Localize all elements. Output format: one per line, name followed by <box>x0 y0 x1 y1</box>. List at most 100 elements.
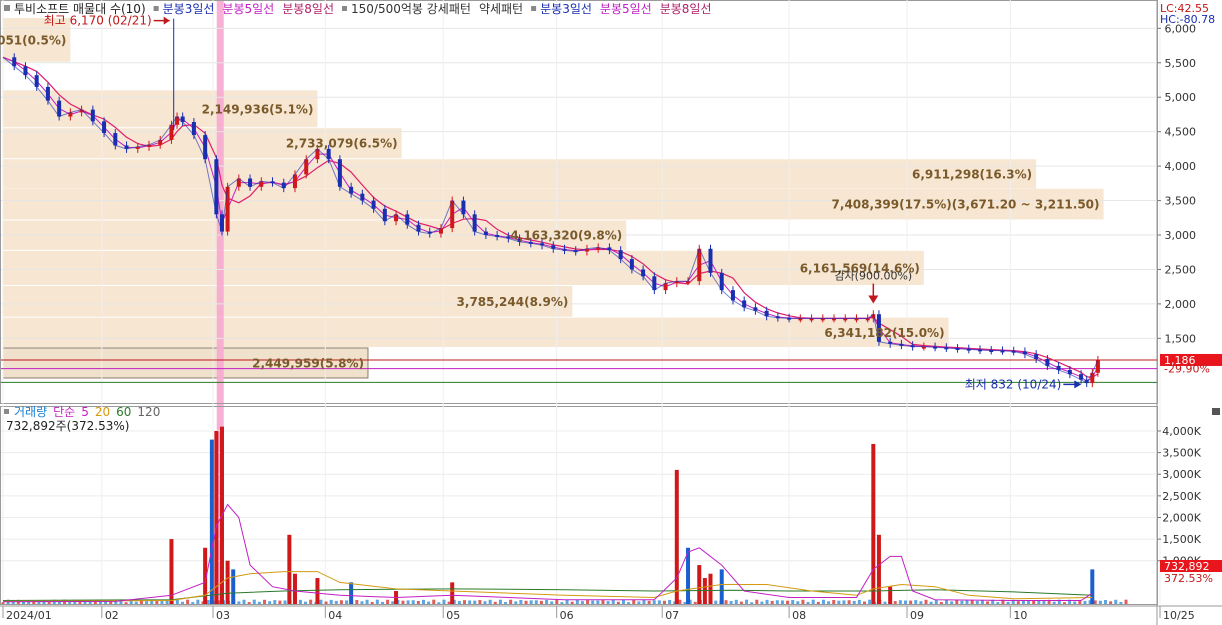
volume-bar <box>852 600 856 604</box>
volume-bar <box>765 599 769 604</box>
legend-entry: 약세패턴 <box>479 1 523 16</box>
legend-marker <box>531 6 537 11</box>
volume-bar <box>175 599 179 604</box>
volume-bar <box>47 601 51 604</box>
volume-bar <box>919 601 923 604</box>
price-candle <box>45 86 50 101</box>
volume-bar <box>355 600 359 604</box>
volume-legend-entry: 20 <box>95 405 110 419</box>
price-candle <box>175 116 180 125</box>
price-candle <box>584 248 589 252</box>
volume-bar <box>1073 601 1077 604</box>
volume-bar <box>78 601 82 604</box>
price-candle <box>1022 351 1027 355</box>
x-axis-label: 10 <box>1013 609 1027 622</box>
volume-bar <box>252 599 256 604</box>
volume-bar <box>57 601 61 604</box>
volume-bar <box>155 600 159 604</box>
volume-bar <box>1062 602 1066 604</box>
highlight-layer <box>216 0 224 604</box>
price-candle <box>708 248 713 273</box>
volume-bar <box>309 599 313 604</box>
price-candle <box>360 193 365 201</box>
price-candle <box>248 178 253 187</box>
volume-bar <box>827 601 831 604</box>
volume-bar <box>129 599 133 604</box>
price-candle <box>618 250 623 260</box>
volume-profile-band <box>2 347 369 379</box>
volume-profile-band <box>3 250 924 285</box>
price-candle <box>820 318 825 321</box>
volume-bar <box>821 599 825 604</box>
price-candle <box>832 318 837 321</box>
x-axis-label: 06 <box>560 609 574 622</box>
price-axis-label: 3,500 <box>1165 195 1197 208</box>
volume-bar <box>929 601 933 604</box>
volume-bar <box>965 600 969 604</box>
volume-bar <box>493 601 497 604</box>
price-candle <box>236 178 241 187</box>
volume-profile-label: 3,785,244(8.9%) <box>457 295 569 309</box>
price-candle <box>394 214 399 222</box>
price-candle <box>876 314 881 342</box>
volume-bar <box>324 601 328 604</box>
volume-bar <box>893 601 897 604</box>
legend-marker <box>153 6 159 11</box>
volume-bar <box>411 600 415 604</box>
volume-bar <box>334 600 338 604</box>
volume-bar <box>686 547 691 604</box>
volume-profile-band <box>3 285 573 317</box>
price-candle <box>607 247 612 251</box>
price-candle <box>1067 370 1072 375</box>
x-axis-label: 02 <box>105 609 119 622</box>
price-candle <box>113 133 118 146</box>
volume-bar <box>724 600 728 604</box>
title-marker <box>4 5 10 11</box>
volume-ma5-line <box>2 503 1093 603</box>
price-candle <box>292 174 297 189</box>
price-candle <box>427 231 432 234</box>
high-annotation: 최고 6,170 (02/21) <box>44 14 152 28</box>
volume-bar <box>304 601 308 604</box>
volume-profile-band <box>3 159 1037 189</box>
current-price-tag <box>1160 353 1222 366</box>
price-candle <box>461 200 466 215</box>
volume-bar <box>652 600 656 604</box>
price-candle <box>1034 354 1039 359</box>
volume-right-label: 372.53% <box>1164 572 1213 585</box>
volume-bar <box>109 599 113 604</box>
volume-panel-close-icon[interactable] <box>1212 408 1220 415</box>
volume-bar <box>847 600 851 604</box>
price-layer <box>1 18 1157 388</box>
volume-bar <box>37 600 41 604</box>
volume-bar <box>934 599 938 604</box>
price-candle <box>450 200 455 229</box>
volume-bar <box>832 600 836 604</box>
volume-legend-entry: 60 <box>116 405 131 419</box>
x-axis-label: 07 <box>665 609 679 622</box>
volume-bar <box>1083 600 1087 604</box>
volume-bar <box>898 600 902 604</box>
volume-bar <box>145 601 149 604</box>
volume-bar <box>160 600 164 604</box>
volume-bar <box>734 599 738 604</box>
volume-bar <box>980 599 984 604</box>
price-candle <box>1045 359 1050 366</box>
volume-bar <box>688 599 692 604</box>
volume-bar <box>257 601 261 604</box>
volume-profile-label: 7,408,399(17.5%)(3,671.20 ~ 3,211.50) <box>832 198 1100 212</box>
volume-bar <box>196 599 200 604</box>
volume-bar <box>539 600 543 604</box>
price-axis-label: 5,500 <box>1165 57 1197 70</box>
volume-bar <box>119 599 123 604</box>
volume-bar <box>662 600 666 604</box>
price-candle <box>798 318 803 321</box>
volume-bar <box>283 600 287 604</box>
price-line <box>2 56 1099 384</box>
price-candle <box>337 159 342 187</box>
volume-bar <box>806 601 810 604</box>
volume-bar <box>642 599 646 604</box>
volume-bar <box>22 600 26 604</box>
volume-bar <box>739 601 743 604</box>
volume-bar <box>606 601 610 604</box>
